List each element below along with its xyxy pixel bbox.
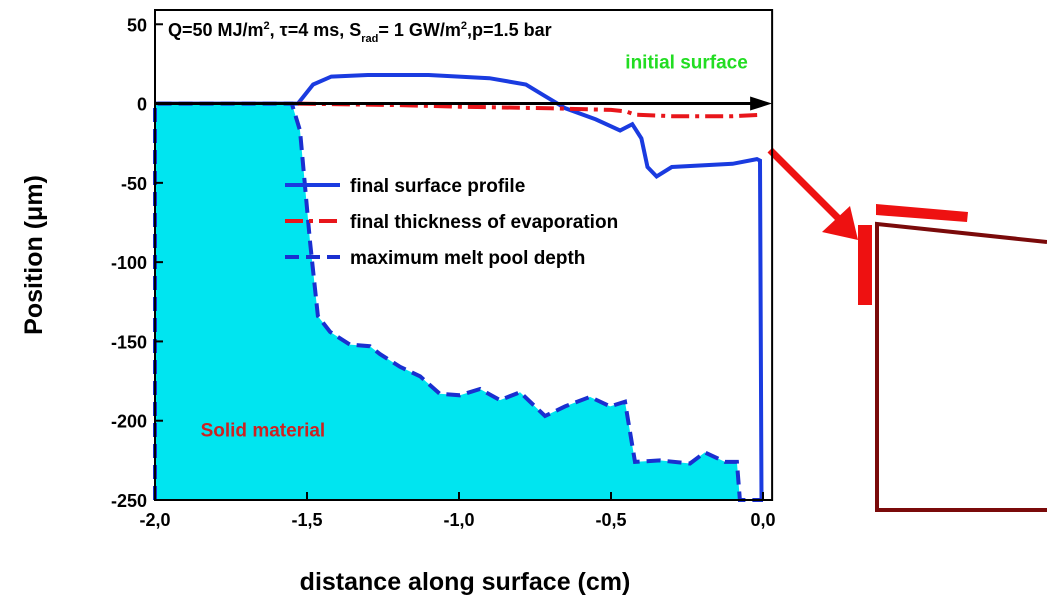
x-tick-label: -2,0 [139,510,170,530]
y-tick-label: -50 [121,174,147,194]
annotation: initial surface [625,53,748,74]
legend-label: final surface profile [350,176,525,197]
series-line [153,101,763,502]
box [875,221,1047,512]
x-tick-label: -1,0 [443,510,474,530]
y-tick-label: 0 [137,95,147,115]
y-tick-label: -200 [111,412,147,432]
annotation: Solid material [201,421,326,442]
x-tick-label: -1,5 [291,510,322,530]
y-axis-label: Position (μm) [20,175,48,335]
y-tick-label: -150 [111,332,147,352]
red-bar [858,225,872,305]
series-line [297,101,764,119]
red-bar [876,204,968,222]
legend-label: final thickness of evaporation [350,212,618,233]
chart-title: Q=50 MJ/m2, τ=4 ms, Srad= 1 GW/m2,p=1.5 … [168,20,552,45]
title-part: 2 [264,20,270,32]
series-line [155,73,764,501]
x-tick-label: 0,0 [750,510,775,530]
y-tick-label: 50 [127,15,147,35]
y-tick-label: -250 [111,491,147,511]
title-part: Q=50 MJ/m [168,20,264,40]
x-tick-label: -0,5 [595,510,626,530]
title-part: 2 [461,20,467,32]
title-part: ,p=1.5 bar [467,20,552,40]
y-tick-label: -100 [111,253,147,273]
melt-area [155,103,763,500]
x-axis-label: distance along surface (cm) [300,568,631,596]
arrow-shaft [767,147,843,223]
legend-label: maximum melt pool depth [350,248,585,269]
title-part: = 1 GW/m [378,20,461,40]
initial-surface-arrow [750,96,773,111]
title-part: , τ=4 ms, S [270,20,362,40]
title-part: rad [361,33,378,45]
plot-frame [154,9,774,501]
arrow-head [822,206,858,240]
